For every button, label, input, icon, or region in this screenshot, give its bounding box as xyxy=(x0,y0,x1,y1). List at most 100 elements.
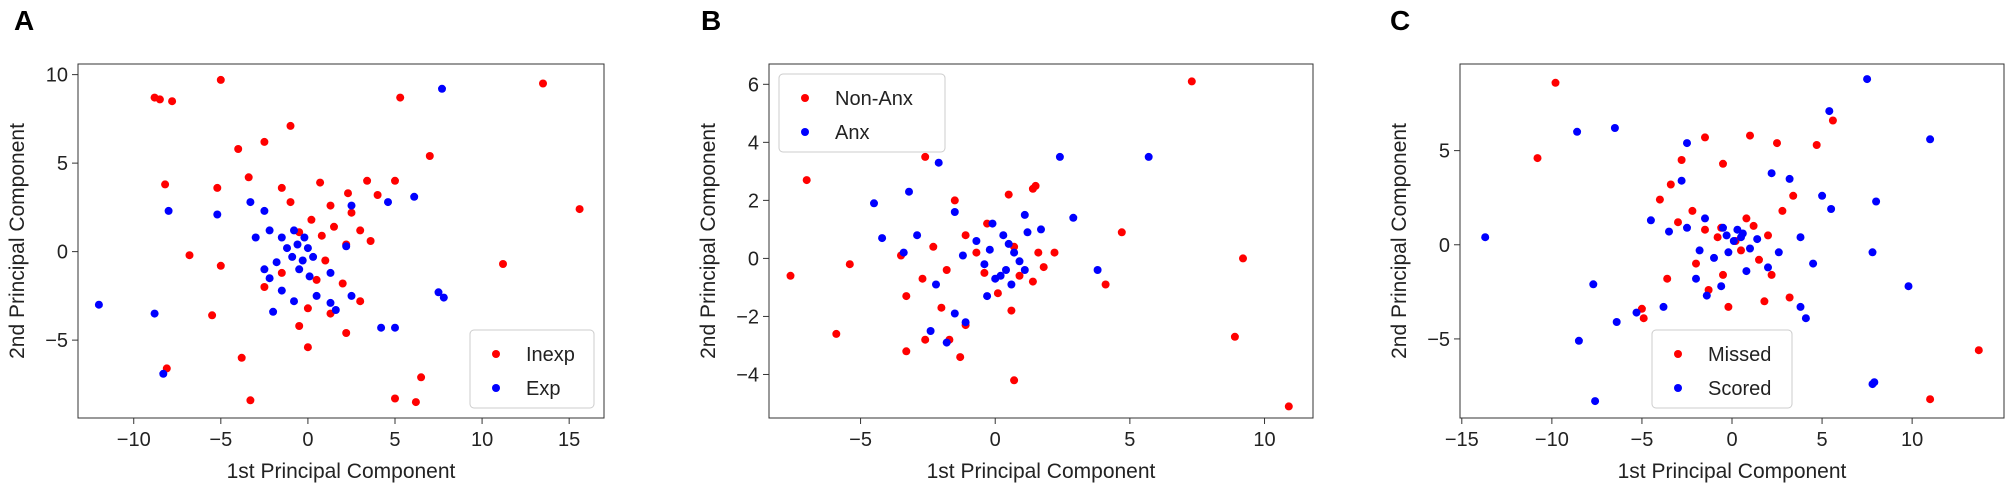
point-b-1-15 xyxy=(1023,228,1032,237)
x-tick-label-a-3: 5 xyxy=(389,429,400,451)
legend-a: Inexp Exp xyxy=(469,329,595,409)
point-b-1-25 xyxy=(983,292,992,301)
x-tick-label-c-3: 0 xyxy=(1726,429,1737,451)
point-a-1-4 xyxy=(265,226,274,235)
point-c-1-19 xyxy=(1719,223,1727,232)
panel-a: A −10 −5 0 5 10 15 −5 0 5 10 1st Principal Compon… xyxy=(6,5,605,483)
point-a-0-45 xyxy=(246,396,255,405)
point-a-1-27 xyxy=(251,233,260,242)
point-c-0-30 xyxy=(1974,346,1983,355)
point-b-0-2 xyxy=(786,271,795,280)
point-a-1-24 xyxy=(347,201,356,210)
point-c-1-11 xyxy=(1683,139,1691,148)
point-b-0-0 xyxy=(1187,77,1196,86)
legend-marker-b-1 xyxy=(801,128,809,136)
x-tick-label-b-2: 5 xyxy=(1124,429,1135,451)
point-c-0-14 xyxy=(1713,233,1722,242)
point-a-0-4 xyxy=(539,79,547,88)
point-b-0-10 xyxy=(1031,181,1040,190)
plot-area-a: −10 −5 0 5 10 15 −5 0 5 10 xyxy=(45,63,605,451)
point-c-1-2 xyxy=(1926,135,1935,144)
point-b-1-22 xyxy=(899,248,908,257)
point-a-1-7 xyxy=(288,252,297,261)
point-a-0-13 xyxy=(244,173,253,182)
point-c-1-3 xyxy=(1573,127,1582,136)
point-b-0-13 xyxy=(942,266,951,274)
point-a-0-42 xyxy=(499,260,507,268)
point-b-1-11 xyxy=(1002,266,1010,274)
point-c-1-38 xyxy=(1868,248,1877,257)
point-b-0-12 xyxy=(972,248,981,257)
point-c-0-10 xyxy=(1655,195,1664,204)
legend-marker-a-1 xyxy=(492,384,500,392)
point-c-1-26 xyxy=(1702,291,1711,300)
point-b-1-6 xyxy=(988,219,997,228)
point-a-0-2 xyxy=(168,97,177,106)
point-a-1-39 xyxy=(300,233,309,242)
point-a-1-31 xyxy=(94,300,103,309)
point-b-1-33 xyxy=(878,234,887,243)
point-b-1-18 xyxy=(1069,213,1078,222)
point-c-1-14 xyxy=(1785,174,1794,183)
point-b-1-21 xyxy=(913,231,922,240)
point-b-1-1 xyxy=(1055,152,1064,161)
point-a-1-26 xyxy=(410,192,419,201)
point-a-0-23 xyxy=(307,215,316,224)
axes-frame-a xyxy=(77,63,605,419)
legend-c: Missed Scored xyxy=(1651,329,1793,409)
panel-letter-b: B xyxy=(701,5,721,36)
legend-b: Non-Anx Anx xyxy=(778,73,946,153)
y-axis-label-c: 2nd Principal Component xyxy=(1388,123,1411,359)
legend-marker-c-1 xyxy=(1674,384,1682,392)
point-c-0-2 xyxy=(1828,116,1837,125)
point-a-1-18 xyxy=(312,291,321,300)
point-c-1-31 xyxy=(1796,233,1805,242)
point-a-0-27 xyxy=(317,231,326,240)
point-b-1-19 xyxy=(972,237,981,245)
point-a-0-44 xyxy=(237,353,246,362)
point-c-0-18 xyxy=(1778,206,1787,215)
point-a-1-25 xyxy=(384,198,392,207)
point-a-0-40 xyxy=(295,322,304,330)
point-a-0-25 xyxy=(356,226,365,235)
point-b-0-33 xyxy=(1230,332,1239,341)
point-c-0-29 xyxy=(1926,395,1935,404)
point-b-1-30 xyxy=(980,260,989,269)
point-b-0-22 xyxy=(993,289,1002,298)
point-c-1-4 xyxy=(1610,124,1619,132)
legend-label-b-1: Anx xyxy=(835,122,869,144)
point-c-0-22 xyxy=(1719,270,1727,279)
point-a-0-48 xyxy=(391,394,399,403)
legend-frame-b xyxy=(778,73,946,153)
point-a-0-35 xyxy=(338,279,347,288)
x-tick-label-b-3: 10 xyxy=(1253,429,1275,451)
point-c-1-17 xyxy=(1683,223,1691,232)
x-tick-label-a-4: 10 xyxy=(471,429,493,451)
point-a-0-31 xyxy=(216,261,225,270)
point-b-1-10 xyxy=(1015,257,1024,266)
point-c-1-21 xyxy=(1746,244,1754,253)
point-c-0-11 xyxy=(1688,206,1697,215)
point-a-1-10 xyxy=(303,244,312,253)
point-a-0-7 xyxy=(234,145,243,153)
point-a-0-3 xyxy=(216,75,225,84)
point-a-0-15 xyxy=(316,178,325,187)
point-a-0-16 xyxy=(363,176,372,185)
point-a-1-37 xyxy=(439,293,448,302)
point-b-1-28 xyxy=(942,338,951,347)
point-c-0-16 xyxy=(1749,221,1758,230)
point-c-0-5 xyxy=(1701,133,1709,142)
point-b-1-4 xyxy=(905,187,913,196)
point-a-1-21 xyxy=(347,291,356,300)
point-c-1-39 xyxy=(1904,282,1913,291)
point-c-1-47 xyxy=(1695,246,1704,255)
point-a-0-50 xyxy=(417,373,426,382)
point-c-0-25 xyxy=(1760,297,1769,306)
point-c-1-36 xyxy=(1827,205,1836,213)
legend-label-c-1: Scored xyxy=(1708,378,1771,400)
point-c-0-3 xyxy=(1812,141,1821,149)
y-tick-label-a-2: 5 xyxy=(57,153,68,175)
y-tick-label-a-3: 10 xyxy=(46,65,68,87)
point-c-1-1 xyxy=(1825,107,1834,116)
point-b-0-30 xyxy=(1101,280,1110,289)
